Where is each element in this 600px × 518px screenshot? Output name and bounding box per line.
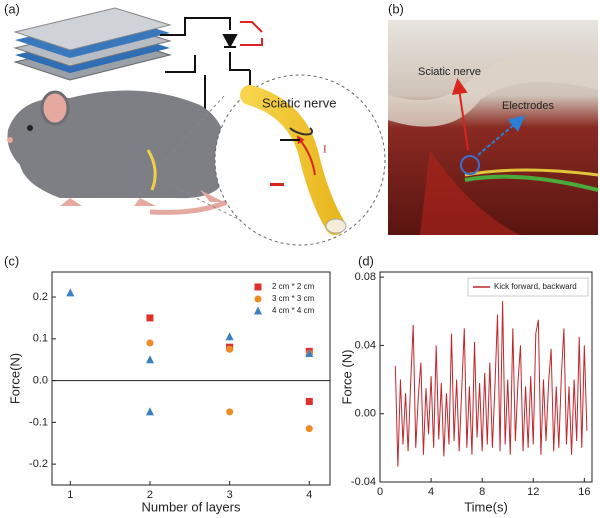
y-tick-label: 0.00 [355,408,376,420]
y-tick-label: 0.1 [33,333,48,345]
point [225,332,234,341]
panel-label: (b) [388,1,404,16]
panel-a: (a) [4,1,386,246]
y-axis-label: Force (N) [339,350,354,405]
panel-b: (b) Sciatic nerve Electrodes [388,1,599,235]
legend-label: 4 cm * 4 cm [272,306,315,315]
point [66,288,75,297]
nerve-label: Sciatic nerve [262,95,336,110]
panel-label: (c) [4,253,19,268]
legend-swatch [254,295,262,303]
current-label: I [323,144,327,156]
zoom [164,74,386,246]
y-tick-label: 0.2 [33,291,48,303]
legend-label: 2 cm * 2 cm [272,282,315,291]
point [145,355,154,364]
panel-label: (d) [358,253,374,268]
y-tick-label: -0.04 [351,476,376,488]
x-tick-label: 3 [227,489,233,501]
x-axis-label: Time(s) [464,499,508,514]
y-tick-label: 0.08 [355,271,376,283]
legend-box [467,277,589,297]
point [305,397,313,405]
x-tick-label: 2 [147,489,153,501]
point [146,314,154,322]
y-axis-label: Force(N) [7,353,22,404]
plot-frame [51,271,331,486]
legend-label: 3 cm * 3 cm [272,294,315,303]
line [394,301,588,467]
x-tick-label: 4 [306,489,312,501]
nerve-label: Sciatic nerve [418,66,481,78]
y-tick-label: 0.04 [355,339,376,351]
y-tick-label: -0.2 [29,458,48,470]
y-tick-label: -0.1 [29,416,48,428]
point [146,339,154,347]
legend-label: Kick forward, backward [494,282,577,291]
x-tick-label: 8 [479,486,485,498]
point [226,345,234,353]
photo [388,20,598,235]
point [305,348,314,357]
point [305,425,313,433]
x-axis-label: Number of layers [142,499,241,514]
point [226,408,234,416]
x-tick-label: 4 [428,486,434,498]
layer-stack [13,7,172,81]
legend-swatch [254,283,262,291]
rat [7,90,250,215]
plot-frame [379,271,593,483]
legend-swatch [254,306,262,315]
x-tick-label: 1 [67,489,73,501]
electrode-label: Electrodes [502,100,554,112]
x-tick-label: 16 [578,486,590,498]
x-tick-label: 12 [527,486,539,498]
x-tick-label: 0 [377,486,383,498]
y-tick-label: 0.0 [33,374,48,386]
point [145,407,154,416]
panel-label: (a) [4,1,20,16]
